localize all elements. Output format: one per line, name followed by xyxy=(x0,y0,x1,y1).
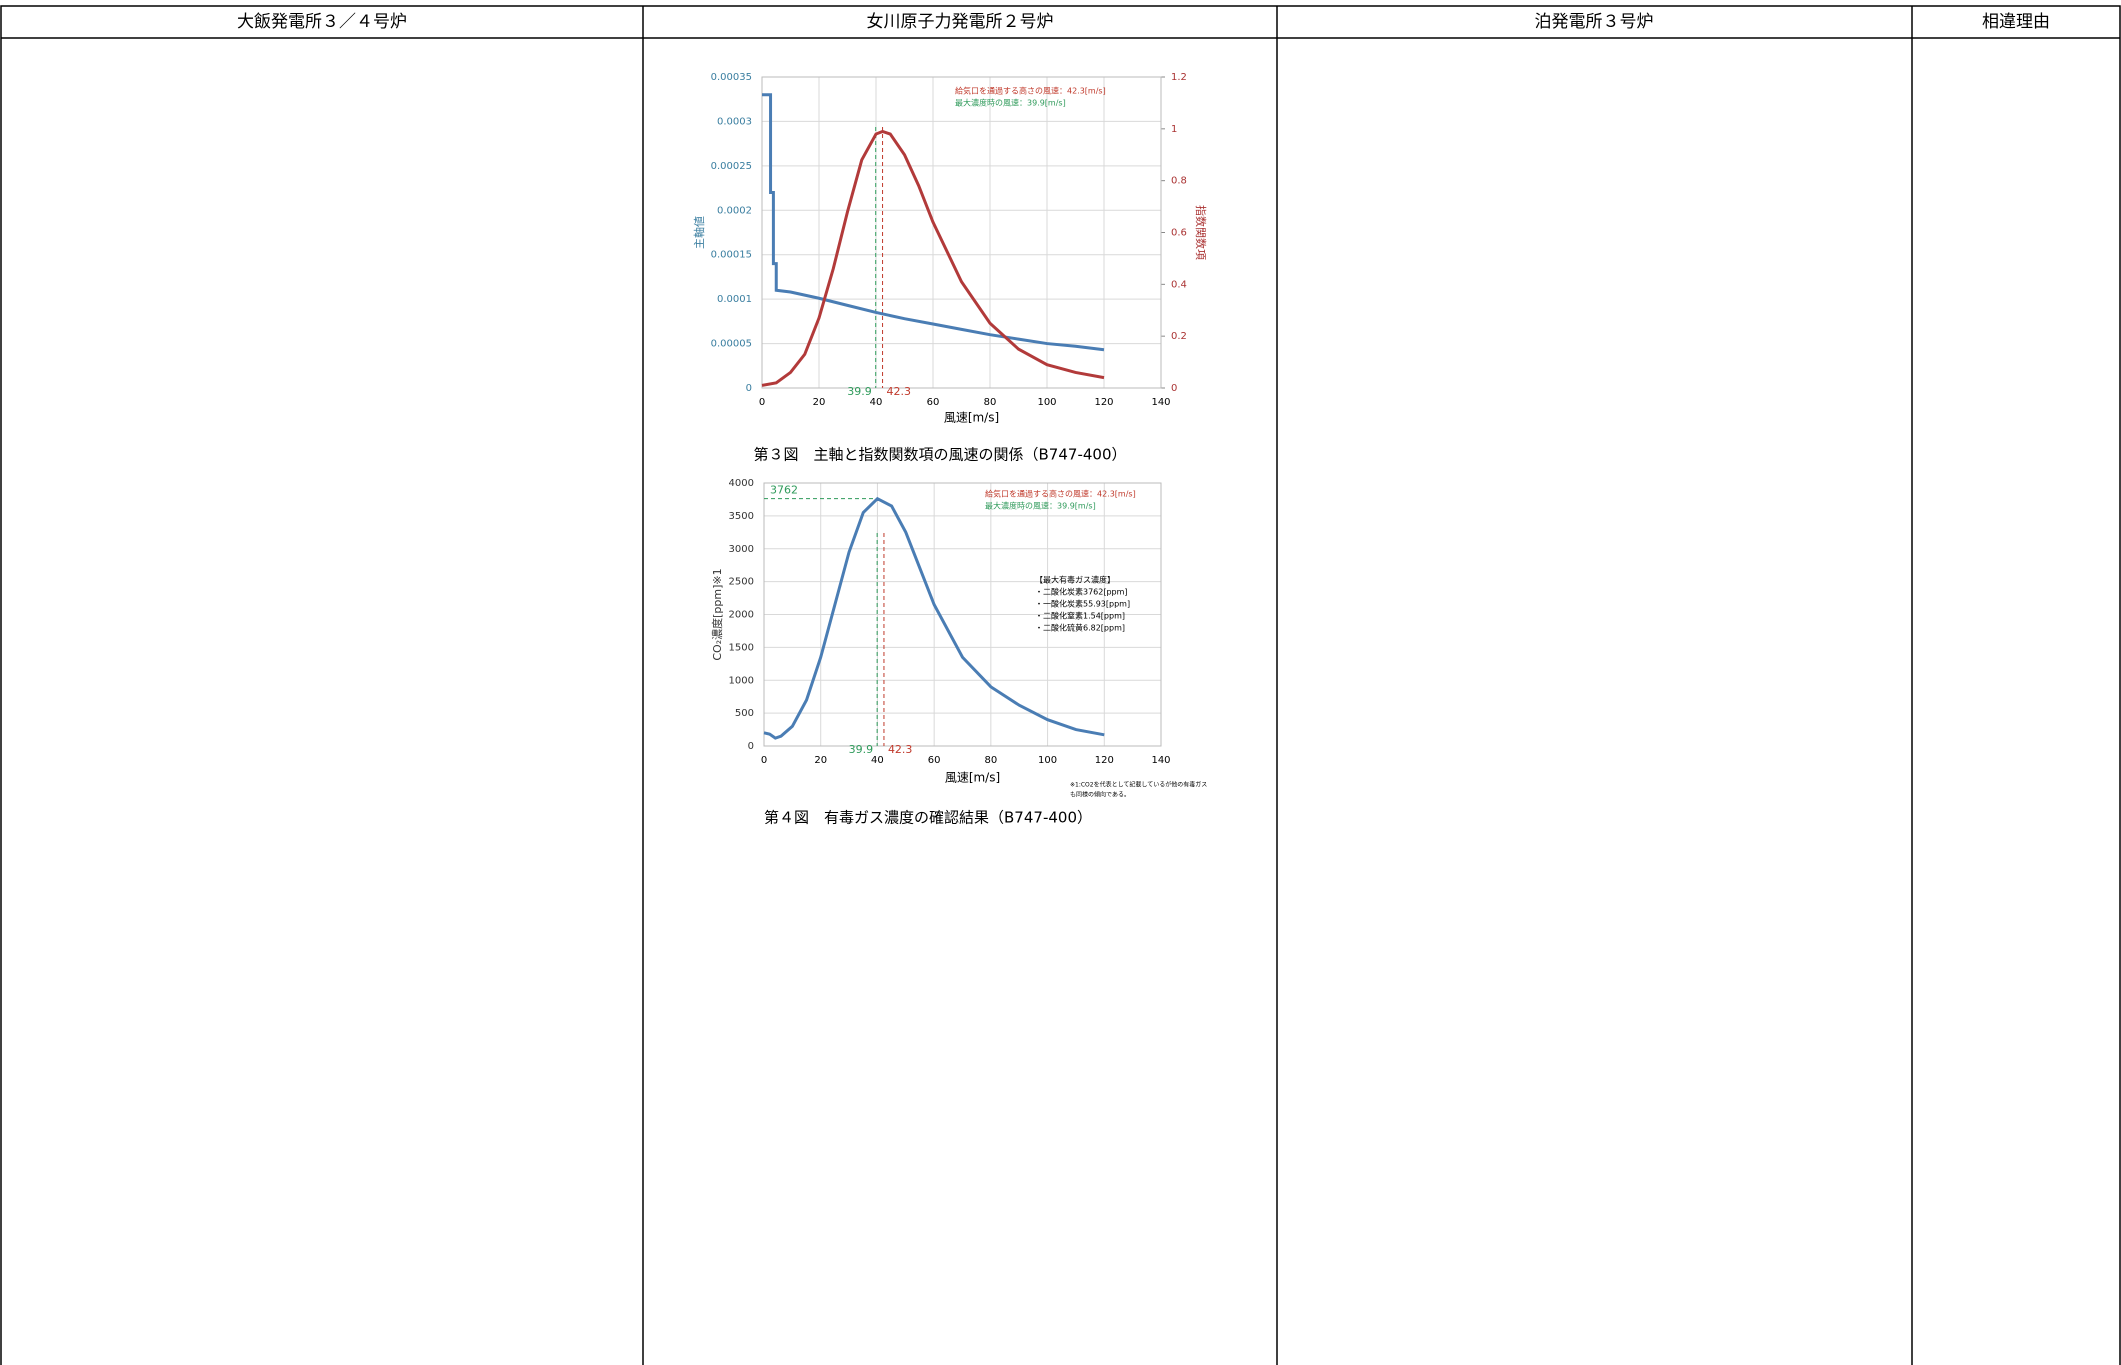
y2-tick-label: 0.4 xyxy=(1171,279,1187,290)
x-tick-label: 0 xyxy=(759,397,765,408)
x-tick-label: 120 xyxy=(1095,755,1114,766)
y2-tick-label: 0.8 xyxy=(1171,176,1187,187)
x-tick-label: 140 xyxy=(1151,397,1170,408)
x-tick-label: 80 xyxy=(984,755,997,766)
y2-tick-label: 0.6 xyxy=(1171,228,1187,239)
y2-tick-label: 0.2 xyxy=(1171,331,1187,342)
y-axis-label: 主軸値 xyxy=(692,216,706,249)
y-axis-label: CO₂濃度[ppm]※1 xyxy=(710,568,724,660)
annotation: 最大濃度時の風速：39.9[m/s] xyxy=(985,501,1096,511)
footnote: も同様の傾向である。 xyxy=(1070,791,1130,799)
column-header: 女川原子力発電所２号炉 xyxy=(867,12,1054,32)
data-line xyxy=(761,129,1105,387)
figure-caption: 第４図 有毒ガス濃度の確認結果（B747-400） xyxy=(764,809,1092,827)
y2-tick-label: 1.2 xyxy=(1171,72,1187,83)
x-tick-label: 40 xyxy=(870,397,883,408)
x-tick-label: 80 xyxy=(984,397,997,408)
summary-line: 【最大有毒ガス濃度】 xyxy=(1035,575,1115,585)
y2-tick-label: 1 xyxy=(1171,124,1177,135)
column-header: 大飯発電所３／４号炉 xyxy=(237,12,407,32)
summary-line: ・二酸化炭素3762[ppm] xyxy=(1035,587,1128,597)
column-header: 泊発電所３号炉 xyxy=(1535,12,1654,32)
x-tick-label: 120 xyxy=(1094,397,1113,408)
footnote: ※1:CO2を代表として記載しているが他の有毒ガス xyxy=(1070,781,1207,789)
x-axis-label: 風速[m/s] xyxy=(945,771,1000,785)
reference-label: 42.3 xyxy=(888,743,913,756)
y-tick-label: 4000 xyxy=(729,478,754,489)
y-tick-label: 0 xyxy=(746,383,752,394)
y-tick-label: 0.00035 xyxy=(711,72,752,83)
reference-label: 3762 xyxy=(770,484,798,497)
annotation: 給気口を通過する高さの風速：42.3[m/s] xyxy=(955,86,1106,96)
summary-line: ・二酸化窒素1.54[ppm] xyxy=(1035,611,1125,621)
plot-frame xyxy=(763,482,1162,747)
y-tick-label: 1500 xyxy=(729,642,754,653)
summary-line: ・二酸化硫黄6.82[ppm] xyxy=(1035,623,1125,633)
reference-label: 42.3 xyxy=(887,385,912,398)
y-tick-label: 1000 xyxy=(729,675,754,686)
x-axis-label: 風速[m/s] xyxy=(944,411,999,425)
y-tick-label: 3500 xyxy=(729,511,754,522)
x-tick-label: 20 xyxy=(814,755,827,766)
y2-axis-label: 指数関数項 xyxy=(1194,205,1208,260)
y-tick-label: 0.0001 xyxy=(717,294,752,305)
y-tick-label: 0.0002 xyxy=(717,205,752,216)
figure-caption: 第３図 主軸と指数関数項の風速の関係（B747-400） xyxy=(754,446,1127,464)
x-tick-label: 100 xyxy=(1038,755,1057,766)
table-border xyxy=(0,5,2121,1365)
x-tick-label: 140 xyxy=(1151,755,1170,766)
y-tick-label: 2000 xyxy=(729,610,754,621)
annotation: 給気口を通過する高さの風速：42.3[m/s] xyxy=(985,489,1136,499)
data-line xyxy=(762,93,1105,352)
x-tick-label: 40 xyxy=(871,755,884,766)
reference-label: 39.9 xyxy=(849,743,874,756)
x-tick-label: 100 xyxy=(1037,397,1056,408)
x-tick-label: 60 xyxy=(928,755,941,766)
x-tick-label: 0 xyxy=(761,755,767,766)
y-tick-label: 0.00005 xyxy=(711,339,752,350)
y-tick-label: 0.00025 xyxy=(711,161,752,172)
y-tick-label: 0 xyxy=(748,741,754,752)
data-line xyxy=(763,496,1105,740)
reference-label: 39.9 xyxy=(847,385,872,398)
summary-line: ・一酸化炭素55.93[ppm] xyxy=(1035,599,1130,609)
x-tick-label: 20 xyxy=(813,397,826,408)
y-tick-label: 0.0003 xyxy=(717,116,752,127)
y2-tick-label: 0 xyxy=(1171,383,1177,394)
y-tick-label: 3000 xyxy=(729,544,754,555)
plot-frame xyxy=(761,76,1162,389)
x-tick-label: 60 xyxy=(927,397,940,408)
column-header: 相違理由 xyxy=(1982,12,2050,32)
y-tick-label: 2500 xyxy=(729,577,754,588)
y-tick-label: 0.00015 xyxy=(711,250,752,261)
y-tick-label: 500 xyxy=(735,708,754,719)
annotation: 最大濃度時の風速：39.9[m/s] xyxy=(955,98,1066,108)
